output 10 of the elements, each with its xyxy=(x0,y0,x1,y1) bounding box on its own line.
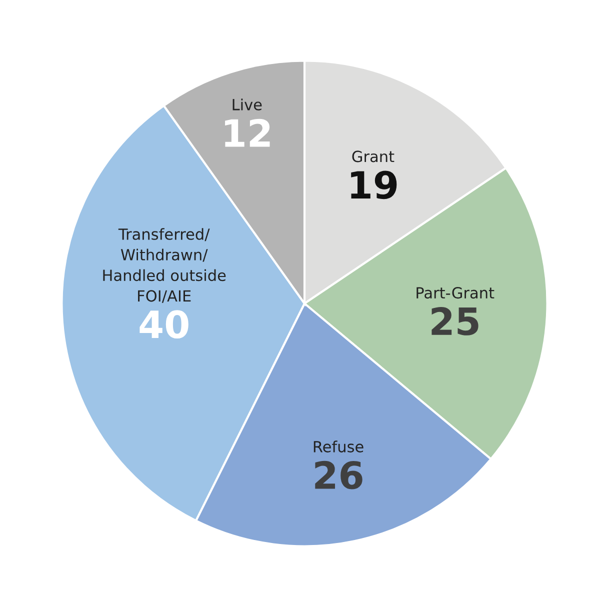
data-label: 19 xyxy=(351,170,397,200)
slice-label: Transferred/ Withdrawn/ Handled outside FOI/AIE xyxy=(103,228,226,303)
data-label: 25 xyxy=(432,307,478,336)
data-label: 40 xyxy=(140,310,188,339)
slice-label: Grant xyxy=(352,150,394,162)
slice-label: Live xyxy=(232,98,262,110)
slice-label: Refuse xyxy=(314,440,364,452)
slice-label: Part-Grant xyxy=(416,287,494,299)
data-label: 12 xyxy=(225,118,270,147)
data-label: 26 xyxy=(315,460,362,490)
